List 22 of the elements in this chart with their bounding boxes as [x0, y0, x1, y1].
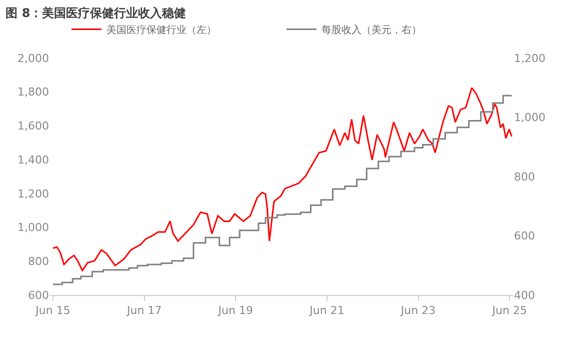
y-tick-label: 2,000	[18, 52, 49, 65]
x-tick-label: Jun 25	[491, 304, 527, 318]
y2-tick-label: 1,000	[514, 111, 546, 124]
y-tick-label: 1,200	[18, 187, 49, 200]
x-tick-label: Jun 23	[400, 304, 436, 318]
y-tick-label: 1,400	[18, 153, 49, 166]
legend-label: 每股收入（美元，右）	[322, 24, 422, 36]
y-tick-label: 600	[28, 288, 49, 302]
x-tick-label: Jun 17	[126, 304, 162, 318]
chart-title: 图 8：美国医疗保健行业收入稳健	[6, 6, 186, 20]
y2-tick-label: 1,200	[514, 52, 546, 65]
y-tick-label: 800	[28, 254, 49, 268]
y-tick-label: 1,000	[18, 221, 49, 234]
legend-label: 美国医疗保健行业（左）	[106, 24, 216, 36]
y2-tick-label: 400	[514, 288, 535, 302]
y-tick-label: 1,600	[18, 120, 49, 133]
x-tick-label: Jun 21	[308, 304, 344, 318]
y2-tick-label: 600	[514, 230, 535, 243]
y2-tick-label: 800	[514, 170, 535, 184]
x-tick-label: Jun 19	[217, 304, 253, 318]
x-tick-label: Jun 15	[34, 304, 70, 318]
y-tick-label: 1,800	[18, 86, 49, 99]
